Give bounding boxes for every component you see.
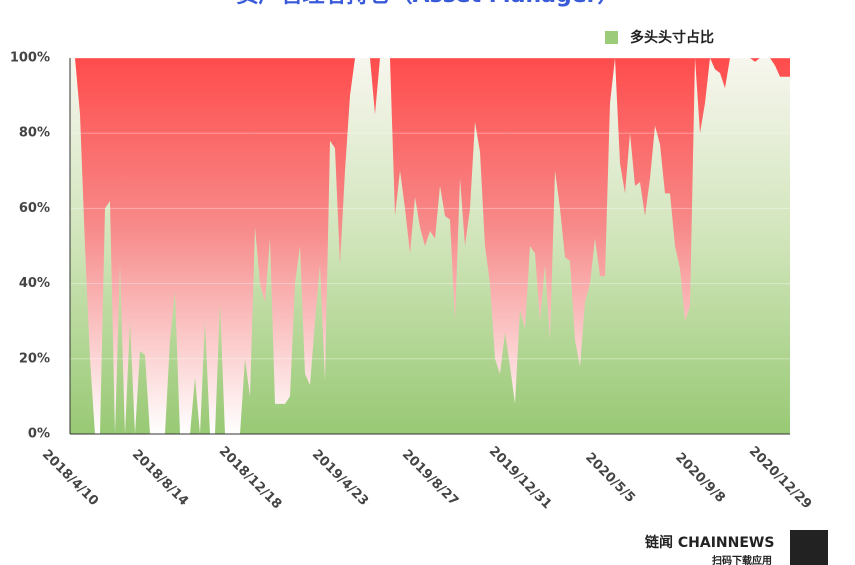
chart-title: 资产管理者持仓（Asset Manager） [236,0,619,8]
qr-code [790,530,828,565]
watermark-caption: 扫码下载应用 [712,554,772,565]
watermark-brand: 链闻 CHAINNEWS [645,534,774,551]
y-tick-label: 0% [28,427,50,442]
y-tick-label: 40% [19,276,50,291]
y-tick-label: 100% [10,51,50,66]
x-tick-label: 2018/4/10 [39,447,101,509]
x-tick-label: 2019/8/27 [399,447,461,509]
x-tick-label: 2020/12/29 [746,444,814,512]
y-tick-label: 20% [19,351,50,366]
x-tick-label: 2019/12/31 [486,444,554,512]
x-tick-label: 2018/8/14 [129,447,191,509]
legend-swatch [605,31,618,44]
x-tick-label: 2019/4/23 [309,447,371,509]
area [70,58,790,434]
legend-label: 多头头寸占比 [630,29,714,46]
x-tick-label: 2018/12/18 [216,444,284,512]
y-tick-label: 60% [19,201,50,216]
x-tick-label: 2020/9/8 [672,450,728,506]
y-tick-label: 80% [19,126,50,141]
x-tick-label: 2020/5/5 [582,450,638,506]
